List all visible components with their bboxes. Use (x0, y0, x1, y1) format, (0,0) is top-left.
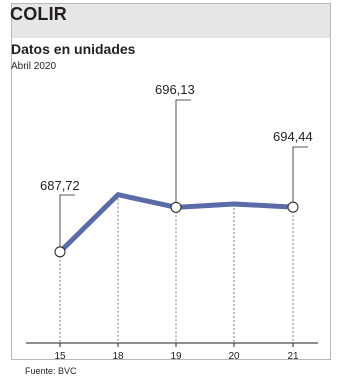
callout-line-15 (59, 194, 75, 252)
callout-line-21 (292, 146, 308, 208)
x-tick-label-18: 18 (112, 351, 124, 362)
chart-frame (11, 3, 331, 360)
x-tick-label-21: 21 (287, 351, 299, 362)
callout-line-19 (175, 99, 191, 208)
point-marker-21 (287, 201, 299, 213)
x-tick-label-20: 20 (228, 351, 240, 362)
chart-period: Abril 2020 (11, 61, 57, 72)
source-note: Fuente: BVC (25, 366, 77, 376)
point-marker-19 (170, 201, 182, 213)
title-band (12, 4, 330, 38)
data-label-19: 696,13 (155, 82, 195, 97)
data-label-15: 687,72 (40, 178, 80, 193)
chart-title: COLIR (10, 4, 67, 24)
chart-subtitle: Datos en unidades (11, 41, 136, 57)
point-marker-15 (54, 246, 66, 258)
data-label-21: 694,44 (273, 129, 313, 144)
x-tick-label-15: 15 (54, 351, 66, 362)
x-tick-label-19: 19 (170, 351, 182, 362)
